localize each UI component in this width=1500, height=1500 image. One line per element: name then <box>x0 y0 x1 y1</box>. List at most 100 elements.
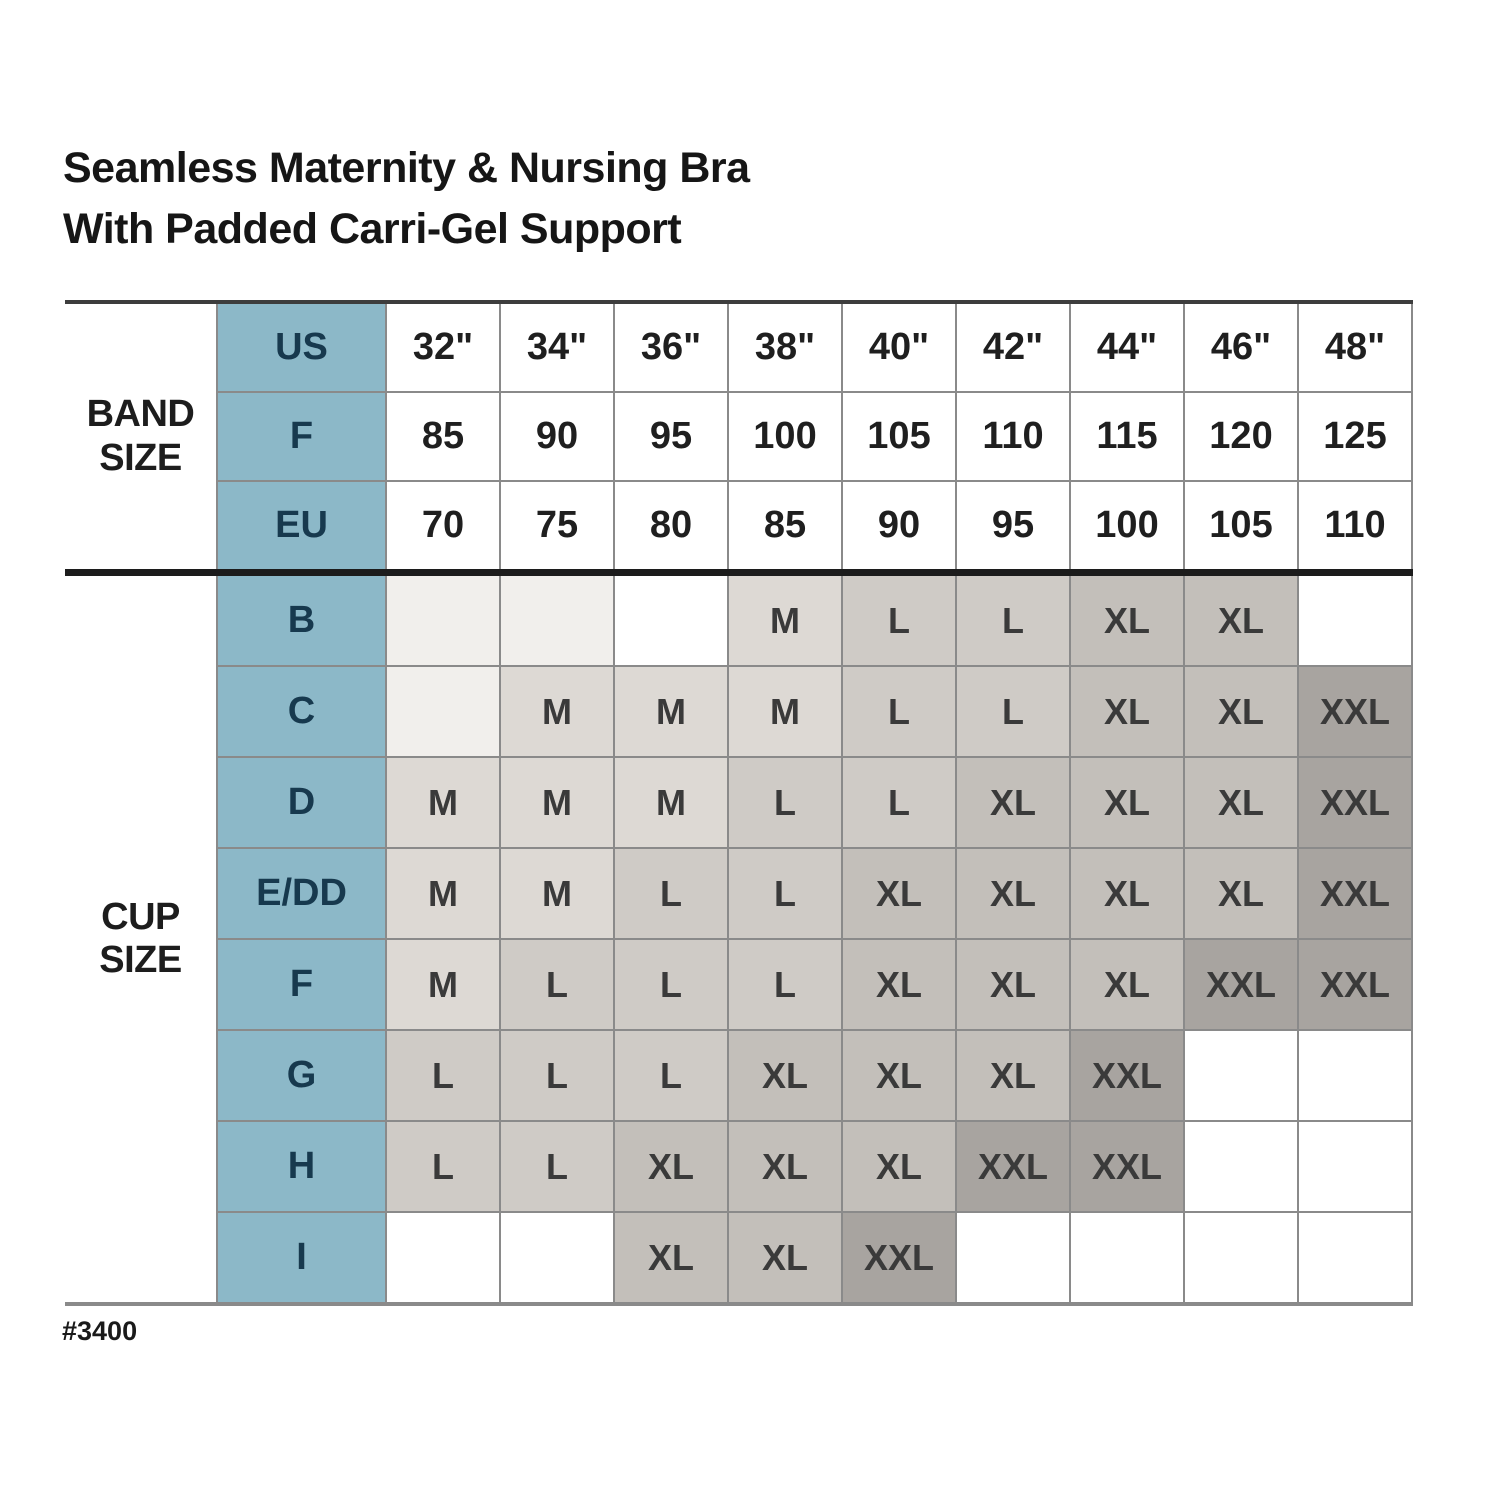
cup-cell-f-0: M <box>385 938 501 1031</box>
band-value-us-7: 46" <box>1183 301 1299 393</box>
cup-cell-d-0: M <box>385 756 501 849</box>
band-value-eu-3: 85 <box>727 480 843 576</box>
chart-title-line2: With Padded Carri-Gel Support <box>63 205 682 254</box>
cup-key-g: G <box>216 1029 387 1122</box>
cup-row-h: H L L XL XL XL XXL XXL <box>65 1120 1413 1213</box>
cup-cell-i-1 <box>499 1211 615 1305</box>
cup-cell-c-5: L <box>955 665 1071 758</box>
band-value-us-6: 44" <box>1069 301 1185 393</box>
cup-cell-e-dd-0: M <box>385 847 501 940</box>
cup-cell-d-1: M <box>499 756 615 849</box>
cup-cell-f-8: XXL <box>1297 938 1413 1031</box>
cup-row-i: I XL XL XXL <box>65 1211 1413 1305</box>
cup-key-d: D <box>216 756 387 849</box>
cup-cell-h-7 <box>1183 1120 1299 1213</box>
band-value-f-1: 90 <box>499 391 615 482</box>
cup-cell-e-dd-6: XL <box>1069 847 1185 940</box>
band-value-f-2: 95 <box>613 391 729 482</box>
cup-key-f: F <box>216 938 387 1031</box>
cup-cell-b-7: XL <box>1183 571 1299 667</box>
cup-row-c: C M M M L L XL XL XXL <box>65 665 1413 758</box>
cup-cell-g-2: L <box>613 1029 729 1122</box>
cup-cell-f-6: XL <box>1069 938 1185 1031</box>
cup-cell-e-dd-3: L <box>727 847 843 940</box>
band-value-f-7: 120 <box>1183 391 1299 482</box>
cup-row-d: D M M M L L XL XL XL XXL <box>65 756 1413 849</box>
band-key-eu: EU <box>216 480 387 576</box>
band-size-label-line1: BAND <box>86 393 195 436</box>
cup-cell-b-1 <box>499 571 615 667</box>
cup-row-e-dd: E/DD M M L L XL XL XL XL XXL <box>65 847 1413 940</box>
cup-cell-c-0 <box>385 665 501 758</box>
band-value-eu-0: 70 <box>385 480 501 576</box>
cup-cell-c-3: M <box>727 665 843 758</box>
cup-size-label-line1: CUP <box>101 895 180 938</box>
cup-cell-b-5: L <box>955 571 1071 667</box>
band-value-f-5: 110 <box>955 391 1071 482</box>
cup-cell-e-dd-2: L <box>613 847 729 940</box>
cup-cell-c-2: M <box>613 665 729 758</box>
cup-row-g: G L L L XL XL XL XXL <box>65 1029 1413 1122</box>
cup-cell-i-5 <box>955 1211 1071 1305</box>
band-value-eu-1: 75 <box>499 480 615 576</box>
cup-cell-d-5: XL <box>955 756 1071 849</box>
cup-cell-c-7: XL <box>1183 665 1299 758</box>
cup-cell-i-2: XL <box>613 1211 729 1305</box>
cup-cell-c-4: L <box>841 665 957 758</box>
cup-cell-d-3: L <box>727 756 843 849</box>
band-value-us-5: 42" <box>955 301 1071 393</box>
cup-cell-h-2: XL <box>613 1120 729 1213</box>
cup-key-c: C <box>216 665 387 758</box>
cup-cell-h-5: XXL <box>955 1120 1071 1213</box>
band-row-us: BAND SIZE US 32" 34" 36" 38" 40" 42" 44" 46" 48" <box>65 301 1413 576</box>
cup-cell-g-6: XXL <box>1069 1029 1185 1122</box>
cup-size-label-line2: SIZE <box>99 939 182 981</box>
cup-cell-b-2 <box>613 571 729 667</box>
band-value-us-4: 40" <box>841 301 957 393</box>
cup-cell-i-7 <box>1183 1211 1299 1305</box>
cup-key-e-dd: E/DD <box>216 847 387 940</box>
cup-key-i: I <box>216 1211 387 1305</box>
cup-cell-h-1: L <box>499 1120 615 1213</box>
cup-row-f: F M L L L XL XL XL XXL XXL <box>65 938 1413 1031</box>
cup-cell-d-7: XL <box>1183 756 1299 849</box>
cup-cell-h-8 <box>1297 1120 1413 1213</box>
cup-cell-d-8: XXL <box>1297 756 1413 849</box>
cup-cell-g-1: L <box>499 1029 615 1122</box>
band-value-us-0: 32" <box>385 301 501 393</box>
cup-cell-f-4: XL <box>841 938 957 1031</box>
size-chart-table: BAND SIZE US 32" 34" 36" 38" 40" 42" 44" 46" 48" F 85… <box>65 300 1413 1306</box>
cup-cell-d-2: M <box>613 756 729 849</box>
cup-key-b: B <box>216 571 387 667</box>
cup-cell-i-3: XL <box>727 1211 843 1305</box>
cup-cell-g-7 <box>1183 1029 1299 1122</box>
cup-size-label: CUP SIZE <box>65 571 218 1305</box>
cup-cell-e-dd-7: XL <box>1183 847 1299 940</box>
cup-cell-h-3: XL <box>727 1120 843 1213</box>
cup-cell-i-8 <box>1297 1211 1413 1305</box>
style-number: #3400 <box>62 1316 138 1346</box>
band-value-f-4: 105 <box>841 391 957 482</box>
cup-cell-f-7: XXL <box>1183 938 1299 1031</box>
band-key-f: F <box>216 391 387 482</box>
band-value-eu-8: 110 <box>1297 480 1413 576</box>
band-value-us-2: 36" <box>613 301 729 393</box>
band-value-f-3: 100 <box>727 391 843 482</box>
cup-cell-d-4: L <box>841 756 957 849</box>
cup-cell-g-8 <box>1297 1029 1413 1122</box>
band-value-f-0: 85 <box>385 391 501 482</box>
cup-cell-i-4: XXL <box>841 1211 957 1305</box>
band-value-us-1: 34" <box>499 301 615 393</box>
cup-cell-c-6: XL <box>1069 665 1185 758</box>
band-value-eu-2: 80 <box>613 480 729 576</box>
size-chart: BAND SIZE US 32" 34" 36" 38" 40" 42" 44" 46" 48" F 85… <box>65 300 1413 1306</box>
cup-row-b: CUP SIZE B M L L XL XL <box>65 571 1413 1305</box>
cup-cell-e-dd-5: XL <box>955 847 1071 940</box>
band-value-eu-6: 100 <box>1069 480 1185 576</box>
cup-cell-d-6: XL <box>1069 756 1185 849</box>
cup-cell-f-1: L <box>499 938 615 1031</box>
cup-cell-g-0: L <box>385 1029 501 1122</box>
band-value-f-6: 115 <box>1069 391 1185 482</box>
band-value-us-3: 38" <box>727 301 843 393</box>
